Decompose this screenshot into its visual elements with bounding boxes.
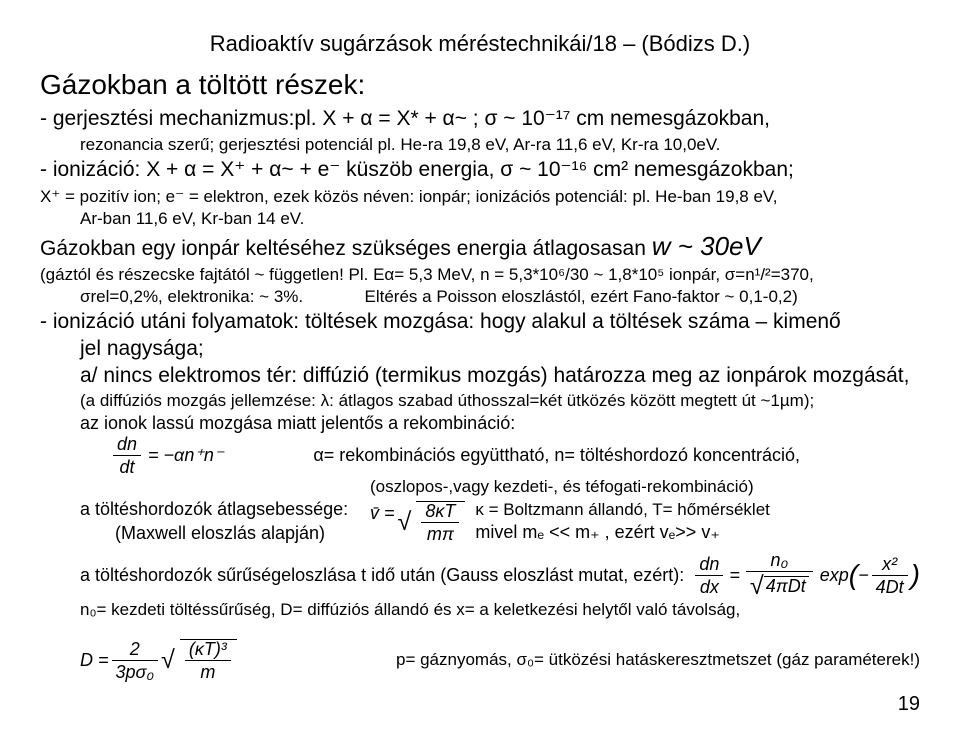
- eq-D-rhs: (κT)³ m: [185, 640, 231, 681]
- eq-D: D = 2 3pσ₀ (κT)³ m: [80, 639, 237, 681]
- eq-dn-den: dt: [113, 456, 141, 476]
- rekomb-text: α= rekombinációs együttható, n= töltésho…: [313, 444, 800, 467]
- eq-dn-rhs: = −αn⁺n⁻: [148, 444, 223, 467]
- rekomb-text-b: (oszlopos-,vagy kezdeti-, és téfogati-re…: [370, 476, 920, 498]
- line-gerjesztes: - gerjesztési mechanizmus:pl. X + α = X*…: [40, 105, 920, 132]
- line-ionpar-b: w ~ 30eV: [652, 231, 761, 261]
- eq-dndx-num2: n₀: [746, 551, 813, 572]
- eq-row-gauss: a töltéshordozók sűrűségeloszlása t idő …: [80, 551, 920, 599]
- eq-dndx-num1: dn: [695, 555, 723, 576]
- n0-text: n₀= kezdeti töltéssűrűség, D= diffúziós …: [80, 599, 920, 621]
- eq-D-den1: 3pσ₀: [112, 661, 158, 681]
- page-number: 19: [40, 691, 920, 717]
- sqrt-v: 8κT mπ: [398, 501, 466, 543]
- eq-dndx-exp: x² 4Dt: [872, 555, 908, 596]
- line-nincs-ter: a/ nincs elektromos tér: diffúzió (termi…: [80, 362, 920, 389]
- eq-row-velocity: a töltéshordozók átlagsebessége: (Maxwel…: [80, 498, 920, 545]
- eq-dn-num: dn: [113, 435, 141, 456]
- line-diffuzio: (a diffúziós mozgás jellemzése: λ: átlag…: [80, 390, 920, 412]
- eq-D-num1: 2: [112, 640, 158, 661]
- eq-v-den: mπ: [421, 523, 459, 543]
- eq-v-frac: 8κT mπ: [421, 502, 459, 543]
- eq-dndx-den1: dx: [695, 576, 723, 596]
- eq-dn-dt: dn dt: [113, 435, 141, 476]
- line-gaztol: (gáztól és részecske fajtától ~ függetle…: [40, 264, 920, 286]
- eq-D-lhs: 2 3pσ₀: [112, 640, 158, 681]
- line-ionpar-a: Gázokban egy ionpár keltéséhez szükséges…: [40, 237, 652, 260]
- gauss-text: a töltéshordozók sűrűségeloszlása t idő …: [80, 564, 684, 587]
- gaznyomas: p= gáznyomás, σ₀= ütközési hatáskeresztm…: [396, 649, 920, 671]
- sqrt-D: (κT)³ m: [161, 639, 237, 681]
- eq-dndx-lhs: dn dx: [695, 555, 723, 596]
- section-title: Gázokban a töltött részek:: [40, 67, 920, 103]
- line-ionizacio-b: X⁺ = pozitív ion; e⁻ = elektron, ezek kö…: [40, 186, 920, 208]
- line-ionizacio-utan: - ionizáció utáni folyamatok: töltések m…: [40, 308, 920, 335]
- eq-v-num: 8κT: [421, 502, 459, 523]
- mivel: mivel mₑ << m₊ , ezért vₑ>> v₊: [475, 521, 770, 544]
- line-ionpar: Gázokban egy ionpár keltéséhez szükséges…: [40, 230, 920, 264]
- eq-dndx-num3: x²: [872, 555, 908, 576]
- eq-D-num2: (κT)³: [185, 640, 231, 661]
- eq-dndx-den3: 4Dt: [872, 576, 908, 596]
- v-bar: v̄ =: [370, 502, 395, 525]
- eq-row-rekomb: dn dt = −αn⁺n⁻ α= rekombinációs együttha…: [110, 435, 920, 476]
- line-gerjesztes-b: rezonancia szerű; gerjesztési potenciál …: [80, 134, 920, 156]
- line-ionizacio-c: Ar-ban 11,6 eV, Kr-ban 14 eV.: [80, 208, 920, 230]
- boltzmann: κ = Boltzmann állandó, T= hőmérséklet: [475, 499, 770, 521]
- line-ionizacio-utan-b: jel nagysága;: [80, 335, 920, 362]
- line-gaztol-b: σrel=0,2%, elektronika: ~ 3%. Eltérés a …: [80, 286, 920, 308]
- atlagseb-b: (Maxwell eloszlás alapján): [80, 522, 360, 545]
- line-rekombinacio: az ionok lassú mozgása miatt jelentős a …: [80, 412, 920, 435]
- eq-dndx-mid: n₀ 4πDt: [746, 551, 813, 599]
- line-ionizacio: - ionizáció: X + α = X⁺ + α~ + e⁻ küszöb…: [40, 156, 920, 183]
- eq-D-den2: m: [185, 661, 231, 681]
- eq-dndx-den2: 4πDt: [746, 572, 813, 599]
- page-header: Radioaktív sugárzások méréstechnikái/18 …: [40, 30, 920, 59]
- atlagseb-a: a töltéshordozók átlagsebessége:: [80, 498, 360, 521]
